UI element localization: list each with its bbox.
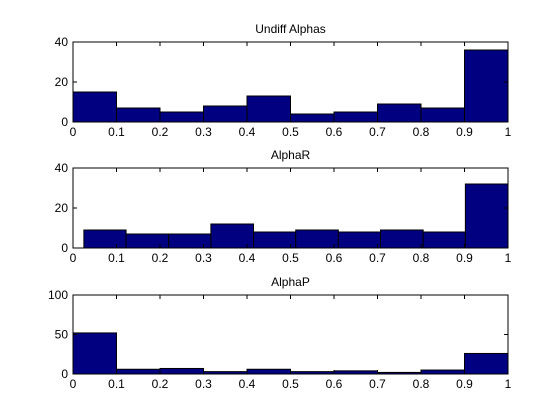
histogram-bar (83, 229, 127, 249)
x-tick-label: 1 (505, 125, 512, 139)
histogram-bar (159, 367, 204, 375)
x-tick-label: 0.7 (369, 251, 386, 265)
histogram-bar (290, 113, 335, 123)
x-tick-label: 0.1 (108, 377, 125, 391)
x-tick-label: 0.5 (282, 125, 299, 139)
subplot-alpha-p: 0 0.1 0.2 0.3 0.4 0.5 0.6 0.7 0.8 0.9 1 0 50 100 Alpha… (48, 275, 512, 391)
x-tick-label: 0.2 (152, 377, 169, 391)
y-tick-label: 50 (55, 328, 69, 342)
x-tick-label: 0.6 (326, 251, 343, 265)
histogram-bar (464, 183, 509, 249)
x-tick-label: 0.7 (369, 377, 386, 391)
histogram-bar (72, 91, 117, 123)
x-tick-label: 0.9 (456, 251, 473, 265)
histogram-bar (422, 231, 466, 249)
x-tick-label: 0.2 (152, 125, 169, 139)
histogram-bar (246, 368, 291, 375)
subplot-title: Undiff Alphas (255, 22, 326, 36)
histogram-bar (116, 368, 161, 375)
y-tick-label: 0 (61, 115, 68, 129)
subplot-alpha-r: 0 0.1 0.2 0.3 0.4 0.5 0.6 0.7 0.8 0.9 1 0 20 40 AlphaR (55, 148, 512, 265)
histogram-bar (420, 369, 465, 375)
x-tick-label: 0.8 (413, 377, 430, 391)
x-tick-label: 0.4 (239, 377, 256, 391)
y-tick-label: 0 (61, 367, 68, 381)
x-tick-label: 0.6 (326, 377, 343, 391)
subplot-title: AlphaR (271, 148, 311, 162)
x-tick-label: 0.5 (282, 251, 299, 265)
histogram-bar (253, 231, 297, 249)
histogram-bar (116, 107, 161, 123)
x-tick-label: 0.3 (195, 377, 212, 391)
subplot-title: AlphaP (271, 275, 310, 289)
histogram-bar (246, 95, 291, 123)
subplot-undiff-alphas: 0 0.1 0.2 0.3 0.4 0.5 0.6 0.7 0.8 0.9 1 0 20 40 Undiff… (55, 22, 512, 139)
x-tick-label: 0.2 (152, 251, 169, 265)
y-tick-label: 100 (48, 288, 68, 302)
x-tick-label: 0.4 (239, 125, 256, 139)
histogram-bar (159, 111, 204, 123)
x-tick-label: 1 (505, 251, 512, 265)
histogram-bar (420, 107, 465, 123)
axes-frame (72, 294, 509, 375)
x-tick-label: 0.9 (456, 377, 473, 391)
histogram-bar (464, 49, 509, 123)
x-tick-label: 0.5 (282, 377, 299, 391)
histogram-bar (464, 352, 509, 375)
histogram-bar (203, 105, 248, 123)
histogram-bar (72, 332, 117, 375)
y-tick-label: 0 (61, 241, 68, 255)
x-tick-label: 0.6 (326, 125, 343, 139)
x-tick-label: 0.3 (195, 251, 212, 265)
y-tick-label: 40 (55, 35, 69, 49)
x-tick-label: 0.7 (369, 125, 386, 139)
x-tick-label: 0.8 (413, 125, 430, 139)
histogram-bar (168, 233, 212, 249)
x-tick-label: 0 (70, 377, 77, 391)
x-tick-label: 0.1 (108, 125, 125, 139)
histogram-bar (333, 111, 378, 123)
x-tick-label: 0.8 (413, 251, 430, 265)
histogram-bar (337, 231, 382, 249)
histogram-bar (295, 229, 339, 249)
y-tick-label: 40 (55, 161, 69, 175)
x-tick-label: 0 (70, 125, 77, 139)
y-tick-label: 20 (55, 75, 69, 89)
x-tick-label: 0.3 (195, 125, 212, 139)
histogram-bar (377, 103, 422, 123)
x-tick-label: 0.9 (456, 125, 473, 139)
x-tick-label: 0 (70, 251, 77, 265)
y-tick-label: 20 (55, 201, 69, 215)
x-tick-label: 0.1 (108, 251, 125, 265)
x-tick-label: 1 (505, 377, 512, 391)
histogram-bar (125, 233, 170, 249)
histogram-bar (380, 229, 424, 249)
histogram-bar (210, 223, 255, 249)
x-tick-label: 0.4 (239, 251, 256, 265)
